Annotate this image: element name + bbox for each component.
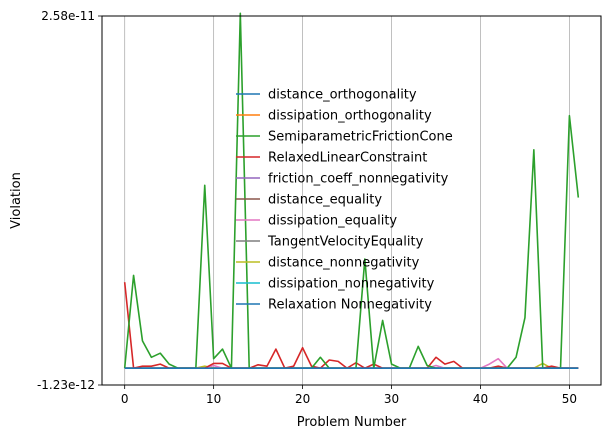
legend-label: TangentVelocityEquality [267, 235, 424, 250]
x-axis-label: Problem Number [297, 415, 407, 430]
legend-label: RelaxedLinearConstraint [268, 151, 427, 166]
y-tick-label: 2.58e-11 [41, 9, 95, 23]
y-tick-label: -1.23e-12 [37, 378, 95, 392]
legend-label: distance_nonnegativity [268, 256, 420, 271]
series-lines [123, 12, 580, 370]
legend-label: SemiparametricFrictionCone [268, 130, 453, 145]
legend-label: dissipation_orthogonality [268, 109, 432, 124]
x-tick-label: 50 [562, 392, 577, 406]
x-tick-label: 30 [384, 392, 399, 406]
grid-lines [124, 16, 570, 385]
x-tick-label: 0 [121, 392, 129, 406]
x-tick-label: 20 [295, 392, 310, 406]
plot-frame [101, 15, 602, 386]
axis-ticks: 0 10 20 30 40 50 -1.23e-12 2.58e-11 [37, 9, 577, 406]
legend-label: distance_orthogonality [268, 88, 417, 103]
legend-label: distance_equality [268, 193, 382, 208]
legend-label: Relaxation Nonnegativity [268, 298, 432, 313]
legend: distance_orthogonality dissipation_orthog… [236, 88, 453, 313]
legend-label: dissipation_nonnegativity [268, 277, 435, 292]
legend-label: dissipation_equality [268, 214, 397, 229]
y-axis-label: Violation [9, 172, 24, 229]
legend-label: friction_coeff_nonnegativity [268, 172, 449, 187]
x-tick-label: 40 [473, 392, 488, 406]
x-tick-label: 10 [206, 392, 221, 406]
